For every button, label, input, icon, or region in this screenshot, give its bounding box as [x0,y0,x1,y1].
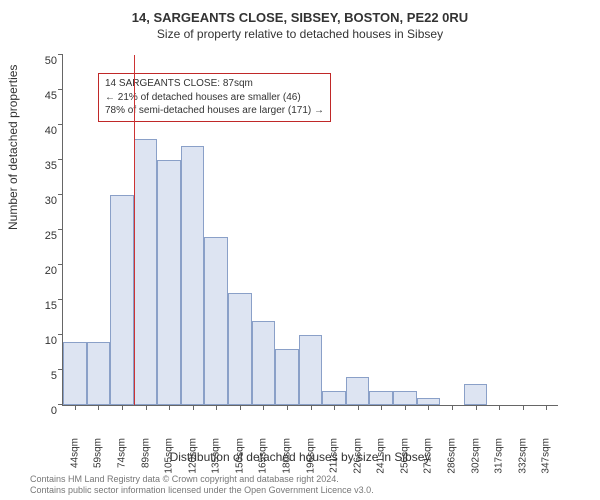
y-tick-mark [58,264,63,265]
x-tick-mark [523,405,524,410]
y-tick-label: 5 [27,370,57,382]
histogram-bar [252,321,276,405]
footer-attribution: Contains HM Land Registry data © Crown c… [30,474,374,497]
y-tick-label: 30 [27,195,57,207]
x-tick-mark [122,405,123,410]
info-line-2: ← 21% of detached houses are smaller (46… [105,91,324,105]
y-tick-mark [58,54,63,55]
x-tick-mark [334,405,335,410]
x-tick-mark [169,405,170,410]
x-tick-mark [146,405,147,410]
histogram-bar [110,195,134,405]
histogram-bar [157,160,181,405]
y-axis-label: Number of detached properties [6,65,20,230]
x-tick-mark [546,405,547,410]
histogram-bar [346,377,370,405]
histogram-bar [181,146,205,405]
y-tick-label: 25 [27,230,57,242]
histogram-bar [134,139,158,405]
chart-container: 14, SARGEANTS CLOSE, SIBSEY, BOSTON, PE2… [0,0,600,500]
y-tick-mark [58,334,63,335]
x-tick-mark [428,405,429,410]
histogram-bar [299,335,323,405]
histogram-bar [228,293,252,405]
histogram-bar [369,391,393,405]
footer-line-2: Contains public sector information licen… [30,485,374,496]
x-tick-mark [240,405,241,410]
x-tick-mark [193,405,194,410]
y-tick-mark [58,299,63,300]
reference-line [134,55,135,405]
y-tick-mark [58,159,63,160]
y-tick-label: 10 [27,335,57,347]
info-box: 14 SARGEANTS CLOSE: 87sqm ← 21% of detac… [98,73,331,122]
histogram-bar [275,349,299,405]
info-line-1: 14 SARGEANTS CLOSE: 87sqm [105,77,324,91]
histogram-bar [63,342,87,405]
histogram-bar [464,384,488,405]
x-tick-mark [75,405,76,410]
x-tick-mark [358,405,359,410]
histogram-bar [417,398,441,405]
y-tick-label: 50 [27,55,57,67]
y-tick-label: 45 [27,90,57,102]
x-tick-mark [216,405,217,410]
y-tick-mark [58,229,63,230]
plot-area: 14 SARGEANTS CLOSE: 87sqm ← 21% of detac… [62,55,558,406]
histogram-bar [204,237,228,405]
y-tick-mark [58,124,63,125]
y-tick-label: 35 [27,160,57,172]
histogram-bar [87,342,111,405]
chart-title: 14, SARGEANTS CLOSE, SIBSEY, BOSTON, PE2… [0,0,600,25]
info-line-3: 78% of semi-detached houses are larger (… [105,104,324,118]
x-tick-mark [381,405,382,410]
histogram-bar [393,391,417,405]
histogram-bar [322,391,346,405]
x-tick-mark [98,405,99,410]
footer-line-1: Contains HM Land Registry data © Crown c… [30,474,374,485]
x-axis-label: Distribution of detached houses by size … [0,450,600,464]
y-tick-mark [58,89,63,90]
x-tick-mark [263,405,264,410]
y-tick-label: 20 [27,265,57,277]
x-tick-mark [476,405,477,410]
y-tick-label: 0 [27,405,57,417]
x-tick-mark [452,405,453,410]
x-tick-mark [499,405,500,410]
y-tick-label: 40 [27,125,57,137]
x-tick-mark [405,405,406,410]
x-tick-mark [311,405,312,410]
chart-subtitle: Size of property relative to detached ho… [0,27,600,41]
x-tick-mark [287,405,288,410]
y-tick-label: 15 [27,300,57,312]
y-tick-mark [58,194,63,195]
